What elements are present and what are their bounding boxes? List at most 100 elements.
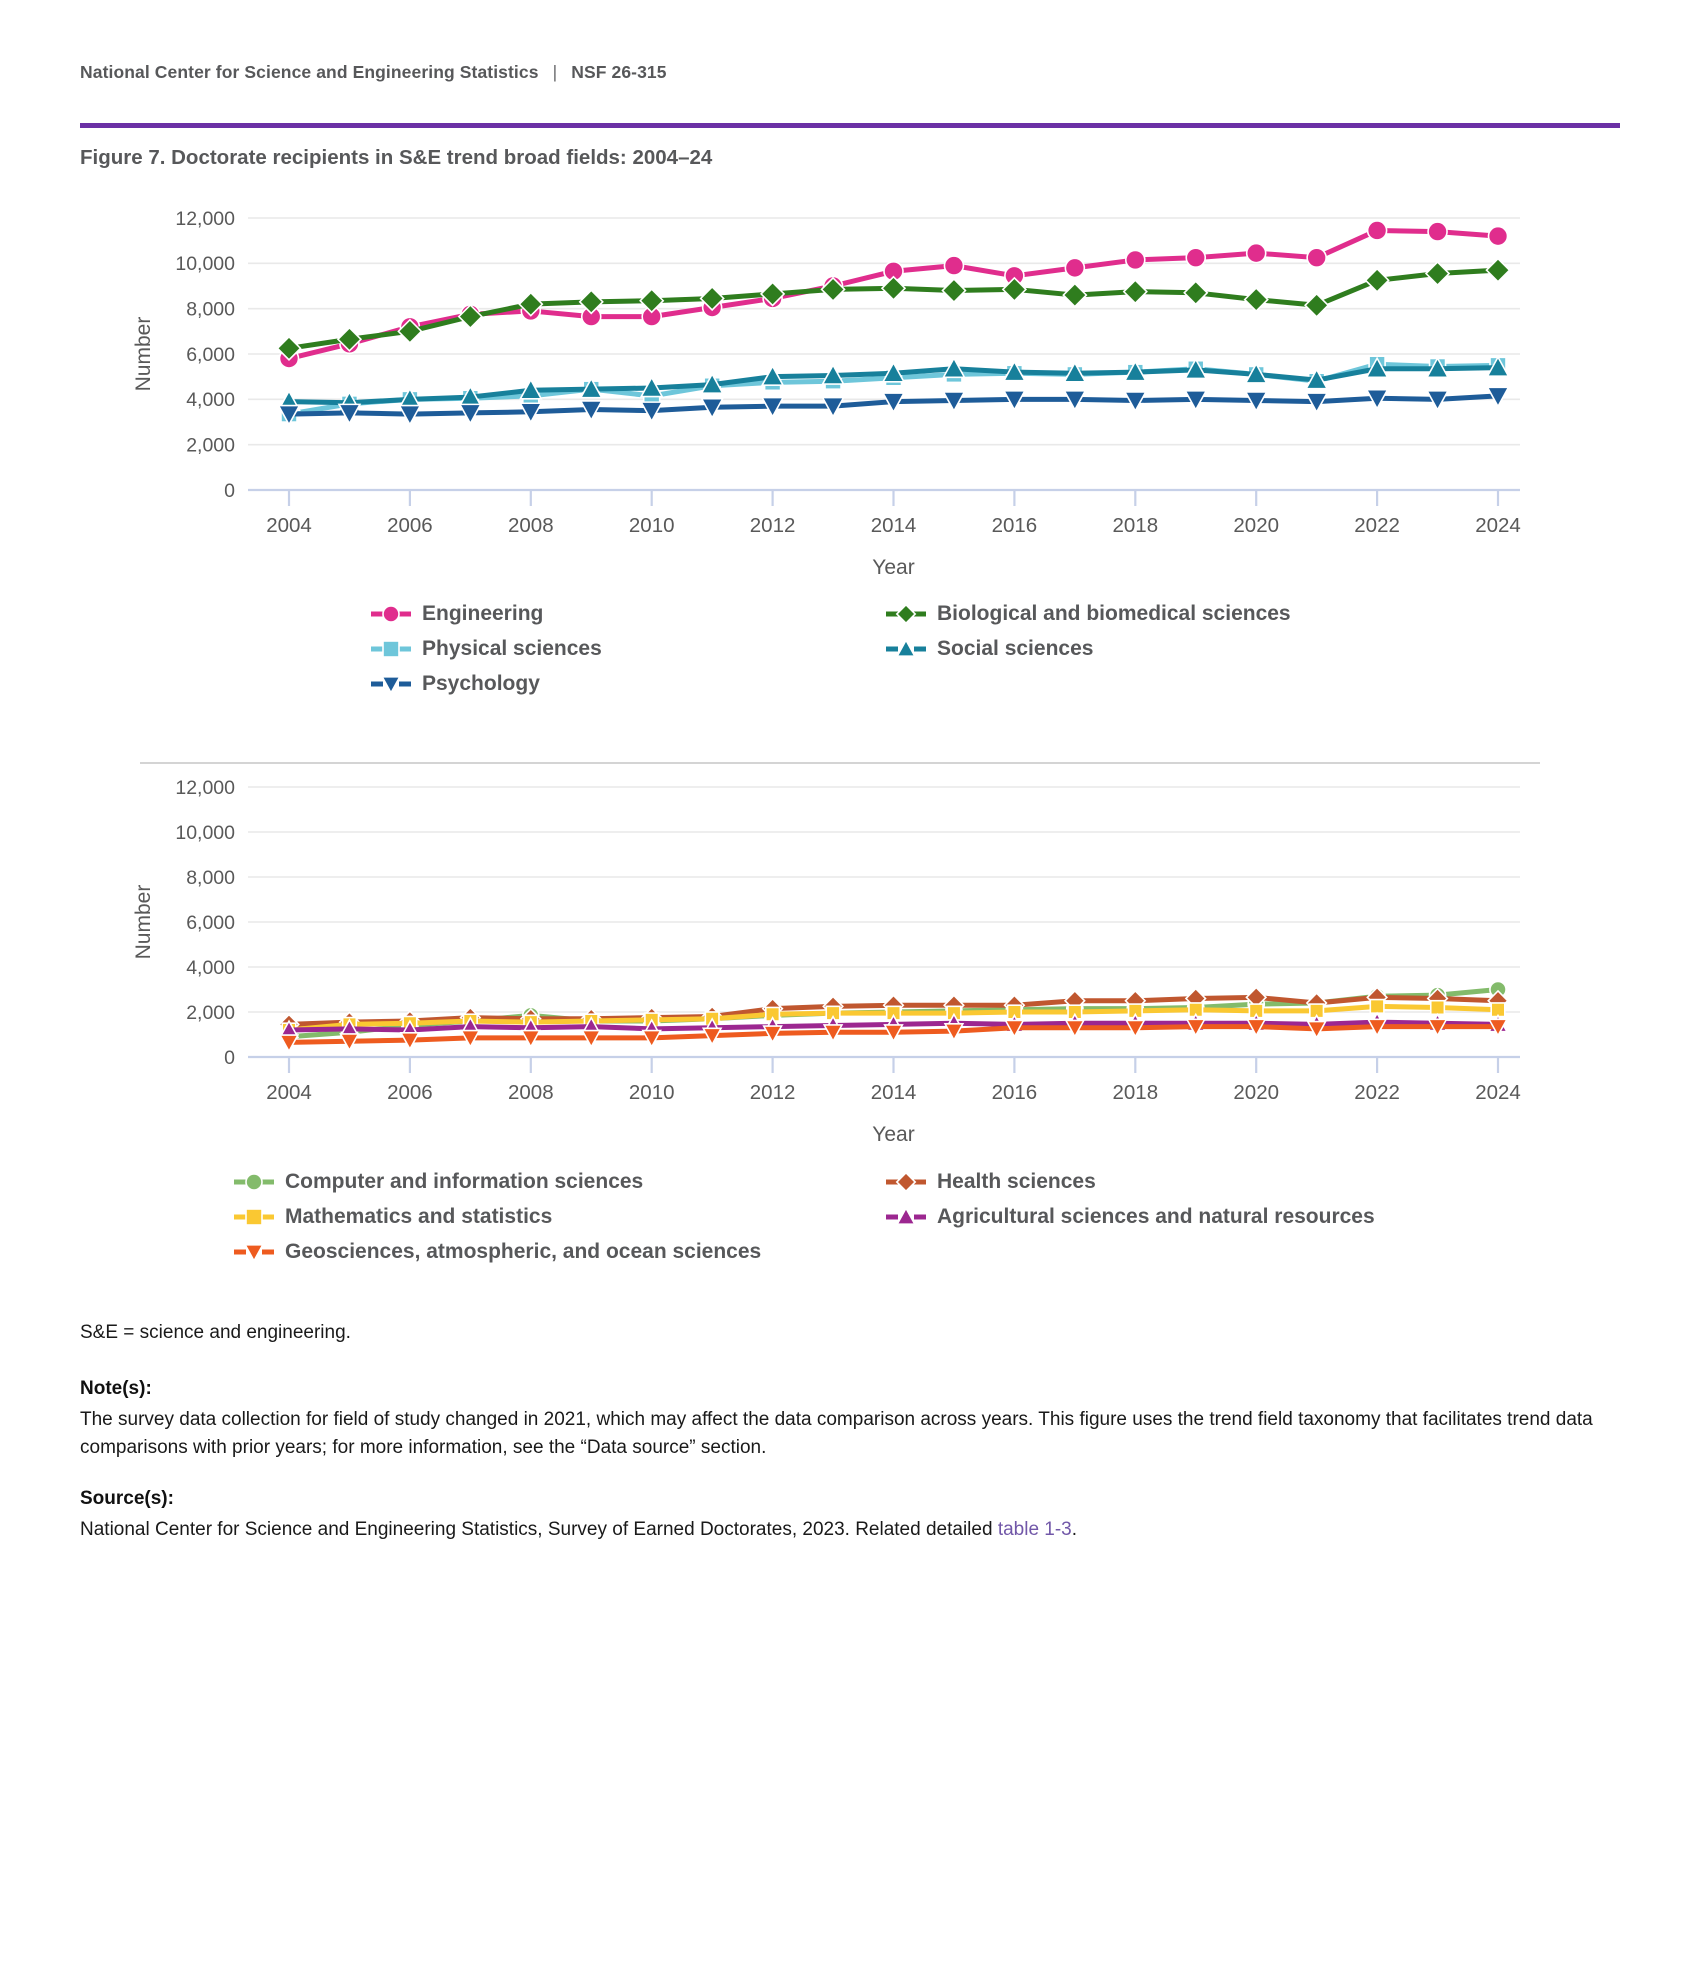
marker-psychology (1486, 386, 1510, 409)
x-tick-label: 2020 (1233, 1081, 1279, 1104)
triangle-up-marker-icon (886, 1206, 926, 1225)
triangle-down-marker-icon (234, 1244, 274, 1263)
y-tick-label: 10,000 (175, 253, 235, 275)
marker-social-sciences (821, 363, 845, 385)
marker-geosciences-atmospheric-and-ocean-sciences (1125, 1019, 1146, 1039)
marker-engineering (1427, 221, 1448, 242)
marker-geosciences-atmospheric-and-ocean-sciences (399, 1032, 421, 1051)
marker-social-sciences (881, 361, 906, 383)
marker-social-sciences (579, 377, 604, 399)
x-tick-label: 2016 (992, 1081, 1038, 1104)
marker-geosciences-atmospheric-and-ocean-sciences (1245, 1018, 1267, 1038)
marker-social-sciences (1486, 355, 1510, 377)
marker-biological-and-biomedical-sciences (578, 289, 604, 315)
legend-item-physical-sciences: Physical sciences (370, 637, 885, 661)
marker-psychology (337, 403, 362, 426)
y-tick-label: 8,000 (186, 867, 235, 889)
legend-item-social-sciences: Social sciences (885, 637, 1291, 661)
legend-item-computer-and-information-sciences: Computer and information sciences (233, 1170, 885, 1194)
marker-social-sciences (760, 364, 785, 387)
marker-psychology (942, 391, 966, 413)
marker-biological-and-biomedical-sciences (639, 288, 665, 314)
marker-social-sciences (1244, 362, 1269, 384)
marker-psychology (1244, 391, 1269, 413)
y-axis-title: Number (132, 885, 155, 960)
marker-psychology (1365, 388, 1389, 411)
marker-psychology (1304, 392, 1329, 414)
x-tick-label: 2008 (508, 1081, 554, 1104)
purple-rule (80, 123, 1620, 128)
square-marker-icon (234, 1208, 274, 1226)
x-tick-label: 2020 (1233, 514, 1279, 537)
circle-marker-icon (371, 605, 411, 623)
legend-item-psychology: Psychology (370, 672, 885, 696)
triangle-up-marker-icon (886, 638, 926, 657)
marker-geosciences-atmospheric-and-ocean-sciences (1004, 1019, 1025, 1039)
marker-psychology (821, 396, 845, 419)
legend-label: Geosciences, atmospheric, and ocean scie… (285, 1240, 762, 1263)
marker-engineering (1125, 249, 1146, 271)
legend-marker-shape (245, 1208, 263, 1226)
marker-geosciences-atmospheric-and-ocean-sciences (883, 1024, 904, 1043)
marker-geosciences-atmospheric-and-ocean-sciences (943, 1023, 965, 1042)
marker-psychology (881, 392, 906, 414)
legend-item-mathematics-and-statistics: Mathematics and statistics (233, 1205, 885, 1229)
legend-label: Physical sciences (422, 637, 602, 660)
legend-item-agricultural-sciences-and-natural-resources: Agricultural sciences and natural resour… (885, 1205, 1375, 1229)
legend-item-health-sciences: Health sciences (885, 1170, 1375, 1194)
marker-engineering (1306, 247, 1327, 268)
marker-engineering (1185, 247, 1207, 268)
y-tick-label: 4,000 (186, 389, 235, 411)
x-tick-label: 2010 (629, 1081, 675, 1104)
legend-item-engineering: Engineering (370, 602, 885, 626)
legend-label: Biological and biomedical sciences (937, 602, 1291, 625)
diamond-marker-icon (886, 1171, 926, 1193)
marker-psychology (398, 404, 422, 427)
table-link[interactable]: table 1-3 (997, 1519, 1072, 1540)
sources-heading: Source(s): (80, 1488, 174, 1509)
x-tick-label: 2012 (750, 514, 796, 537)
marker-psychology (639, 401, 664, 423)
marker-biological-and-biomedical-sciences (1001, 276, 1028, 303)
y-tick-label: 2,000 (186, 1002, 235, 1024)
y-axis-title: Number (132, 317, 155, 392)
marker-geosciences-atmospheric-and-ocean-sciences (460, 1029, 481, 1049)
triangle-down-marker-icon (371, 676, 411, 695)
marker-biological-and-biomedical-sciences (699, 285, 725, 312)
marker-social-sciences (1365, 356, 1389, 379)
legend-label: Engineering (422, 602, 544, 625)
source-text-after-link: . (1071, 1519, 1078, 1540)
marker-geosciences-atmospheric-and-ocean-sciences (1185, 1018, 1206, 1038)
marker-geosciences-atmospheric-and-ocean-sciences (1487, 1018, 1509, 1038)
marker-engineering (1487, 225, 1509, 247)
x-tick-label: 2008 (508, 514, 554, 537)
marker-biological-and-biomedical-sciences (457, 303, 483, 330)
figure-title: Figure 7. Doctorate recipients in S&E tr… (80, 146, 713, 169)
legend-label: Computer and information sciences (285, 1170, 644, 1193)
x-tick-label: 2004 (266, 514, 312, 537)
x-tick-label: 2018 (1112, 1081, 1158, 1104)
marker-psychology (518, 402, 543, 424)
y-tick-label: 0 (224, 480, 235, 502)
notes-text: The survey data collection for field of … (80, 1409, 1593, 1458)
marker-geosciences-atmospheric-and-ocean-sciences (520, 1029, 542, 1049)
marker-social-sciences (1063, 361, 1087, 383)
org-name: National Center for Science and Engineer… (80, 62, 539, 82)
legend-label: Psychology (422, 672, 540, 695)
legend-marker-shape (382, 605, 400, 623)
marker-social-sciences (518, 378, 543, 400)
diamond-marker-icon (886, 603, 926, 625)
marker-geosciences-atmospheric-and-ocean-sciences (1064, 1019, 1086, 1039)
legend-marker-shape (382, 640, 400, 658)
x-tick-label: 2022 (1354, 514, 1400, 537)
marker-biological-and-biomedical-sciences (1062, 282, 1088, 308)
legend-item-geosciences-atmospheric-and-ocean-sciences: Geosciences, atmospheric, and ocean scie… (233, 1240, 885, 1264)
marker-engineering (1064, 257, 1086, 279)
marker-biological-and-biomedical-sciences (1424, 260, 1451, 287)
x-tick-label: 2016 (992, 514, 1038, 537)
y-tick-label: 12,000 (175, 777, 235, 799)
marker-psychology (458, 403, 483, 426)
marker-geosciences-atmospheric-and-ocean-sciences (701, 1027, 723, 1047)
marker-social-sciences (1123, 360, 1148, 382)
x-tick-label: 2022 (1354, 1081, 1400, 1104)
